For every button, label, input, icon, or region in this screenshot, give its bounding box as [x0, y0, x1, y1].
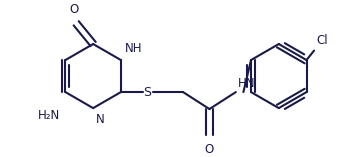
Text: S: S: [143, 86, 151, 99]
Text: H₂N: H₂N: [38, 109, 60, 122]
Text: O: O: [205, 143, 214, 156]
Text: N: N: [96, 113, 105, 126]
Text: HN: HN: [238, 77, 255, 90]
Text: O: O: [70, 3, 79, 16]
Text: NH: NH: [125, 42, 142, 55]
Text: Cl: Cl: [316, 34, 327, 47]
